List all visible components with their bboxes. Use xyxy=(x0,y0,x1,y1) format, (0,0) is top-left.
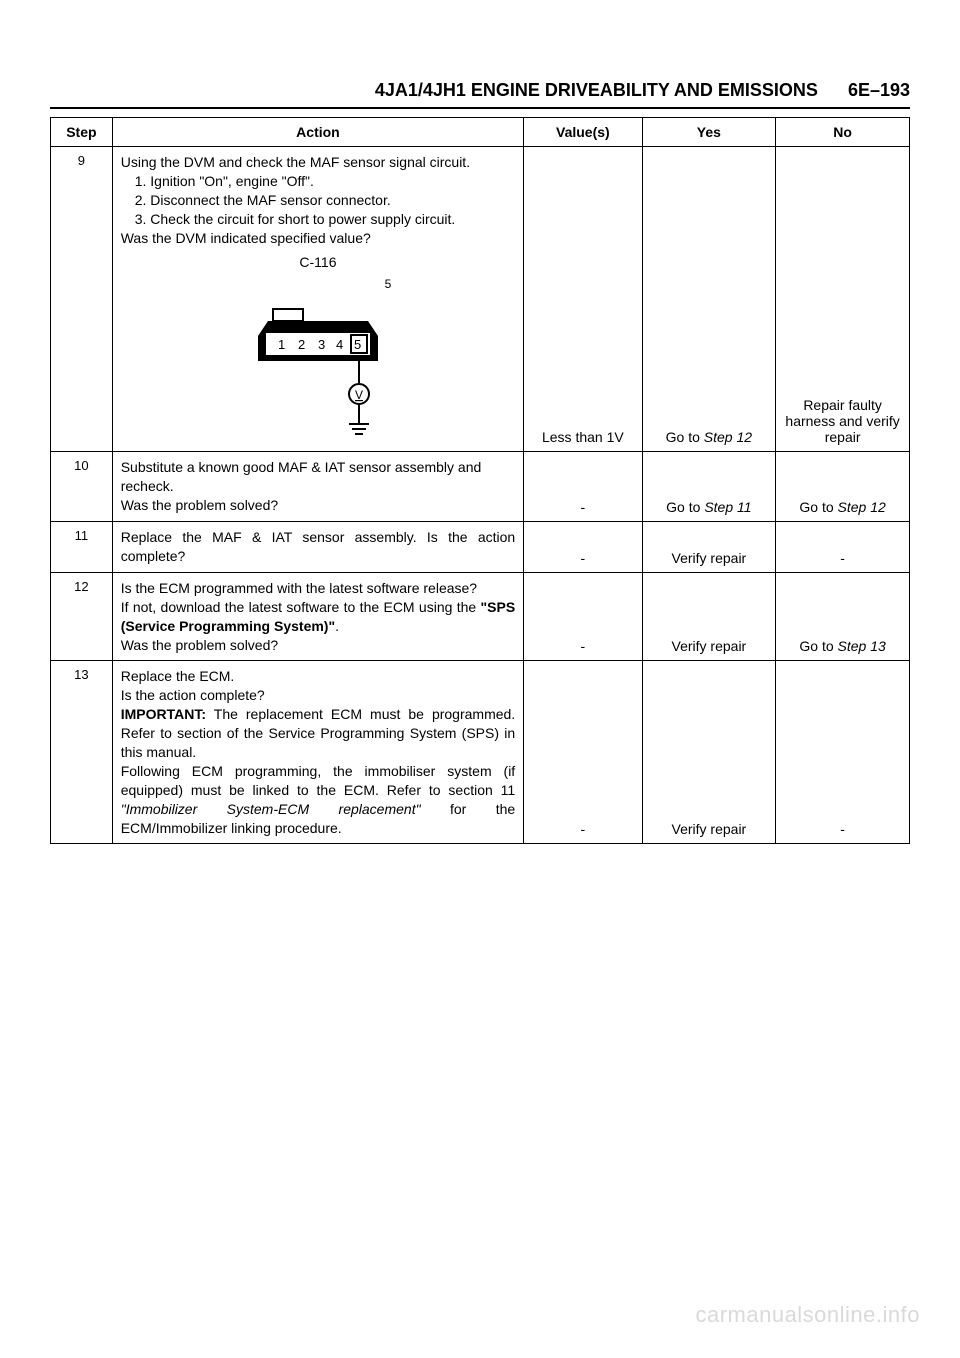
cell-action: Using the DVM and check the MAF sensor s… xyxy=(112,147,523,452)
r13-bold: IMPORTANT: xyxy=(121,706,206,722)
col-value: Value(s) xyxy=(524,118,642,147)
action-line: Replace the MAF & IAT sensor assembly. I… xyxy=(121,528,515,566)
action-item: 3. Check the circuit for short to power … xyxy=(121,210,515,229)
cell-action: Replace the MAF & IAT sensor assembly. I… xyxy=(112,522,523,573)
action-line: Was the problem solved? xyxy=(121,496,515,515)
header-page: 6E–193 xyxy=(848,80,910,100)
svg-text:3: 3 xyxy=(318,337,325,352)
no-prefix: Go to xyxy=(799,638,837,654)
cell-value: Less than 1V xyxy=(524,147,642,452)
col-yes: Yes xyxy=(642,118,776,147)
cell-yes: Go to Step 12 xyxy=(642,147,776,452)
r13-l4a: Following ECM programming, the immobilis… xyxy=(121,763,515,798)
action-line: Substitute a known good MAF & IAT sensor… xyxy=(121,458,515,496)
action-main: Using the DVM and check the MAF sensor s… xyxy=(121,153,515,172)
connector-label: C-116 xyxy=(121,253,515,272)
r13-l1: Replace the ECM. xyxy=(121,667,515,686)
table-header-row: Step Action Value(s) Yes No xyxy=(51,118,910,147)
cell-step: 13 xyxy=(51,661,113,844)
r13-l2: Is the action complete? xyxy=(121,686,515,705)
col-step: Step xyxy=(51,118,113,147)
cell-step: 9 xyxy=(51,147,113,452)
table-row: 10 Substitute a known good MAF & IAT sen… xyxy=(51,452,910,522)
cell-yes: Verify repair xyxy=(642,522,776,573)
no-step: Step 13 xyxy=(838,638,886,654)
action-mid-a: If not, download the latest software to … xyxy=(121,599,481,615)
action-tail: Was the problem solved? xyxy=(121,636,515,655)
watermark: carmanualsonline.info xyxy=(695,1302,920,1328)
cell-action: Replace the ECM. Is the action complete?… xyxy=(112,661,523,844)
action-mid-b: . xyxy=(335,618,339,634)
cell-step: 10 xyxy=(51,452,113,522)
cell-no: Go to Step 13 xyxy=(776,572,910,661)
col-action: Action xyxy=(112,118,523,147)
cell-action: Substitute a known good MAF & IAT sensor… xyxy=(112,452,523,522)
cell-value: - xyxy=(524,522,642,573)
no-step: Step 12 xyxy=(838,499,886,515)
cell-step: 11 xyxy=(51,522,113,573)
connector-pin: 5 xyxy=(191,276,585,292)
cell-step: 12 xyxy=(51,572,113,661)
svg-text:2: 2 xyxy=(298,337,305,352)
svg-text:5: 5 xyxy=(354,337,361,352)
r13-l4: Following ECM programming, the immobilis… xyxy=(121,762,515,838)
connector-icon: 1 2 3 4 5 V xyxy=(238,291,398,441)
action-mid: If not, download the latest software to … xyxy=(121,598,515,636)
cell-value: - xyxy=(524,452,642,522)
action-item: 2. Disconnect the MAF sensor connector. xyxy=(121,191,515,210)
header-title: 4JA1/4JH1 ENGINE DRIVEABILITY AND EMISSI… xyxy=(375,80,818,100)
col-no: No xyxy=(776,118,910,147)
cell-yes: Verify repair xyxy=(642,572,776,661)
table-row: 9 Using the DVM and check the MAF sensor… xyxy=(51,147,910,452)
cell-value: - xyxy=(524,572,642,661)
table-row: 13 Replace the ECM. Is the action comple… xyxy=(51,661,910,844)
action-pre: Is the ECM programmed with the latest so… xyxy=(121,579,515,598)
table-row: 12 Is the ECM programmed with the latest… xyxy=(51,572,910,661)
r13-l3: IMPORTANT: The replacement ECM must be p… xyxy=(121,705,515,762)
cell-yes: Go to Step 11 xyxy=(642,452,776,522)
cell-yes: Verify repair xyxy=(642,661,776,844)
no-prefix: Go to xyxy=(799,499,837,515)
cell-action: Is the ECM programmed with the latest so… xyxy=(112,572,523,661)
r13-l4-italic: "Immobilizer System-ECM replacement" xyxy=(121,801,421,817)
cell-no: Go to Step 12 xyxy=(776,452,910,522)
table-row: 11 Replace the MAF & IAT sensor assembly… xyxy=(51,522,910,573)
yes-prefix: Go to xyxy=(666,499,704,515)
cell-no: - xyxy=(776,661,910,844)
yes-step: Step 11 xyxy=(704,499,751,515)
action-item: 1. Ignition "On", engine "Off". xyxy=(121,172,515,191)
svg-text:4: 4 xyxy=(336,337,343,352)
diagnostic-table: Step Action Value(s) Yes No 9 Using the … xyxy=(50,117,910,844)
svg-text:1: 1 xyxy=(278,337,285,352)
svg-text:V: V xyxy=(355,388,363,402)
action-tail: Was the DVM indicated specified value? xyxy=(121,229,515,248)
yes-prefix: Go to xyxy=(666,429,704,445)
yes-step: Step 12 xyxy=(704,429,752,445)
cell-value: - xyxy=(524,661,642,844)
page-header: 4JA1/4JH1 ENGINE DRIVEABILITY AND EMISSI… xyxy=(50,80,910,109)
cell-no: - xyxy=(776,522,910,573)
cell-no: Repair faulty harness and verify repair xyxy=(776,147,910,452)
